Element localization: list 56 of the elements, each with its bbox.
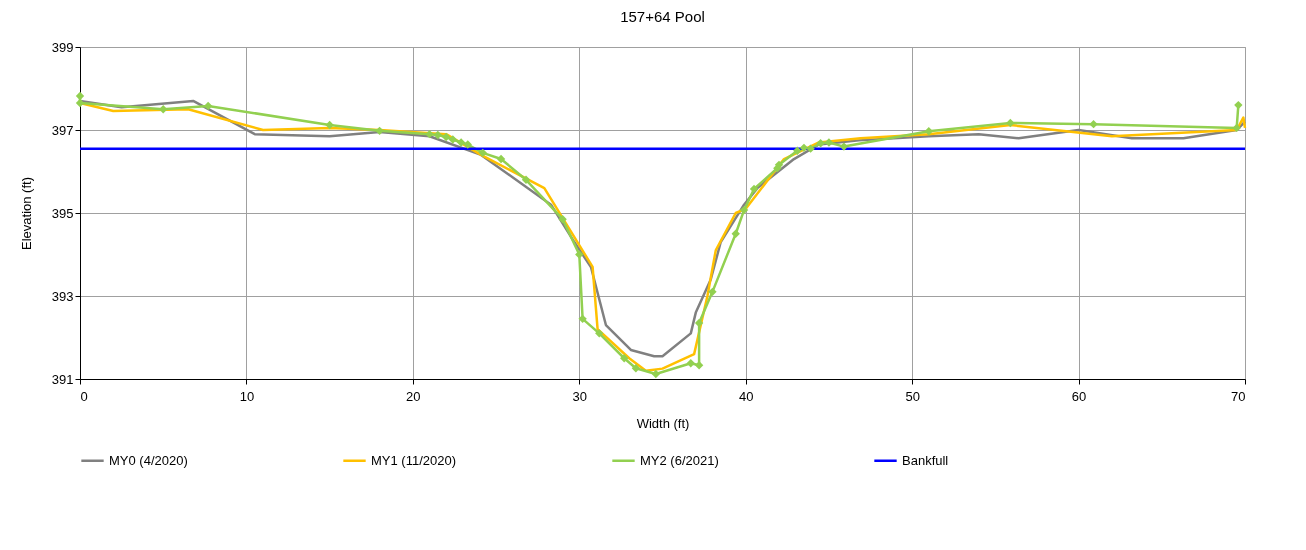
point: [456, 138, 466, 147]
x-tick-label: 60: [1071, 388, 1087, 404]
point: [595, 329, 604, 338]
x-tick-label: 70: [1231, 388, 1246, 404]
point: [1089, 120, 1098, 129]
point: [441, 132, 451, 142]
point: [375, 126, 384, 136]
y-tick-label: 399: [51, 39, 74, 55]
x-tick-label: 40: [738, 388, 754, 404]
y-tick-label: 393: [51, 288, 74, 304]
point: [1234, 100, 1243, 110]
point: [159, 105, 168, 114]
legend-label: MY2 (6/2021): [640, 452, 719, 468]
point: [708, 287, 717, 297]
legend-label: Bankfull: [902, 452, 949, 468]
point: [739, 205, 749, 215]
point: [425, 129, 434, 139]
point: [731, 229, 740, 238]
point: [799, 143, 809, 153]
point: [448, 135, 457, 144]
x-tick-label: 0: [80, 388, 88, 404]
point: [433, 130, 442, 140]
point: [325, 120, 334, 130]
y-tick-label: 391: [51, 371, 74, 387]
y-tick-label: 397: [51, 122, 74, 138]
x-tick-label: 10: [239, 388, 255, 404]
y-tick-label: 395: [51, 205, 74, 221]
point: [651, 369, 661, 379]
point: [816, 139, 825, 148]
point: [824, 138, 834, 147]
point: [496, 154, 506, 164]
point: [631, 364, 641, 373]
point: [463, 140, 472, 149]
legend-label: MY0 (4/2020): [109, 452, 188, 468]
point: [578, 314, 587, 324]
point: [1232, 123, 1241, 133]
chart-title: 157+64 Pool: [620, 8, 705, 25]
point: [694, 361, 704, 370]
point: [806, 144, 815, 153]
point: [793, 146, 802, 155]
y-axis-title: Elevation (ft): [18, 177, 34, 250]
point: [924, 127, 933, 136]
point: [749, 184, 759, 194]
x-axis-title: Width (ft): [636, 415, 690, 431]
point: [1006, 118, 1015, 128]
point: [558, 215, 567, 224]
point: [521, 175, 531, 184]
point: [839, 142, 849, 151]
legend-label: MY1 (11/2020): [371, 452, 457, 468]
x-tick-label: 20: [406, 388, 421, 404]
x-tick-label: 30: [572, 388, 588, 404]
point: [575, 250, 584, 259]
point: [686, 359, 695, 368]
point: [478, 148, 487, 158]
x-tick-label: 50: [905, 388, 920, 404]
point: [620, 354, 629, 363]
